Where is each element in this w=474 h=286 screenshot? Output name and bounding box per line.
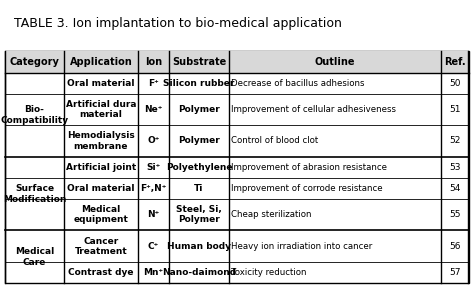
Bar: [5, 51, 469, 73]
Text: Human body: Human body: [167, 242, 231, 251]
Text: Artificial dura
material: Artificial dura material: [65, 100, 136, 119]
Text: Category: Category: [9, 57, 59, 67]
Text: Medical
Care: Medical Care: [15, 247, 54, 267]
Text: Surface
Modification: Surface Modification: [3, 184, 66, 204]
Text: Outline: Outline: [315, 57, 356, 67]
Text: Decrease of bacillus adhesions: Decrease of bacillus adhesions: [230, 79, 364, 88]
Text: Ion: Ion: [145, 57, 162, 67]
Text: Substrate: Substrate: [172, 57, 226, 67]
Text: TABLE 3. Ion implantation to bio-medical application: TABLE 3. Ion implantation to bio-medical…: [14, 17, 342, 30]
Text: O⁺: O⁺: [147, 136, 160, 146]
Text: Silicon rubber: Silicon rubber: [163, 79, 235, 88]
Text: Steel, Si,
Polymer: Steel, Si, Polymer: [176, 205, 222, 225]
Text: Artificial joint: Artificial joint: [66, 163, 136, 172]
Text: Polyethylene: Polyethylene: [165, 163, 232, 172]
Text: Ti: Ti: [194, 184, 204, 193]
Text: Improvement of abrasion resistance: Improvement of abrasion resistance: [230, 163, 386, 172]
Text: C⁺: C⁺: [148, 242, 159, 251]
Bar: [5, 51, 469, 283]
Text: Si⁺: Si⁺: [146, 163, 161, 172]
Text: Oral material: Oral material: [67, 184, 135, 193]
Text: Polymer: Polymer: [178, 105, 220, 114]
Text: Nano-daimond: Nano-daimond: [162, 268, 236, 277]
Text: F⁺,N⁺: F⁺,N⁺: [140, 184, 166, 193]
Text: Hemodialysis
membrane: Hemodialysis membrane: [67, 131, 135, 151]
Text: 56: 56: [449, 242, 461, 251]
Text: 54: 54: [449, 184, 461, 193]
Text: Bio-
Compatibility: Bio- Compatibility: [0, 105, 69, 125]
Text: Ne⁺: Ne⁺: [144, 105, 163, 114]
Text: 52: 52: [449, 136, 461, 146]
Text: Polymer: Polymer: [178, 136, 220, 146]
Text: 50: 50: [449, 79, 461, 88]
Text: Contrast dye: Contrast dye: [68, 268, 134, 277]
Text: Cancer
Treatment: Cancer Treatment: [74, 237, 128, 256]
Text: Control of blood clot: Control of blood clot: [230, 136, 318, 146]
Text: Ref.: Ref.: [444, 57, 465, 67]
Text: Improvement of corrode resistance: Improvement of corrode resistance: [230, 184, 382, 193]
Text: Application: Application: [70, 57, 132, 67]
Text: Mn⁺: Mn⁺: [143, 268, 164, 277]
Text: N⁺: N⁺: [147, 210, 160, 219]
Text: Improvement of cellular adhesiveness: Improvement of cellular adhesiveness: [230, 105, 395, 114]
Text: 53: 53: [449, 163, 461, 172]
Text: Heavy ion irradiation into cancer: Heavy ion irradiation into cancer: [230, 242, 372, 251]
Text: F⁺: F⁺: [148, 79, 159, 88]
Text: 51: 51: [449, 105, 461, 114]
Text: 57: 57: [449, 268, 461, 277]
Text: Medical
equipment: Medical equipment: [73, 205, 128, 225]
Text: 55: 55: [449, 210, 461, 219]
Text: Oral material: Oral material: [67, 79, 135, 88]
Text: Cheap sterilization: Cheap sterilization: [230, 210, 311, 219]
Text: Toxicity reduction: Toxicity reduction: [230, 268, 306, 277]
